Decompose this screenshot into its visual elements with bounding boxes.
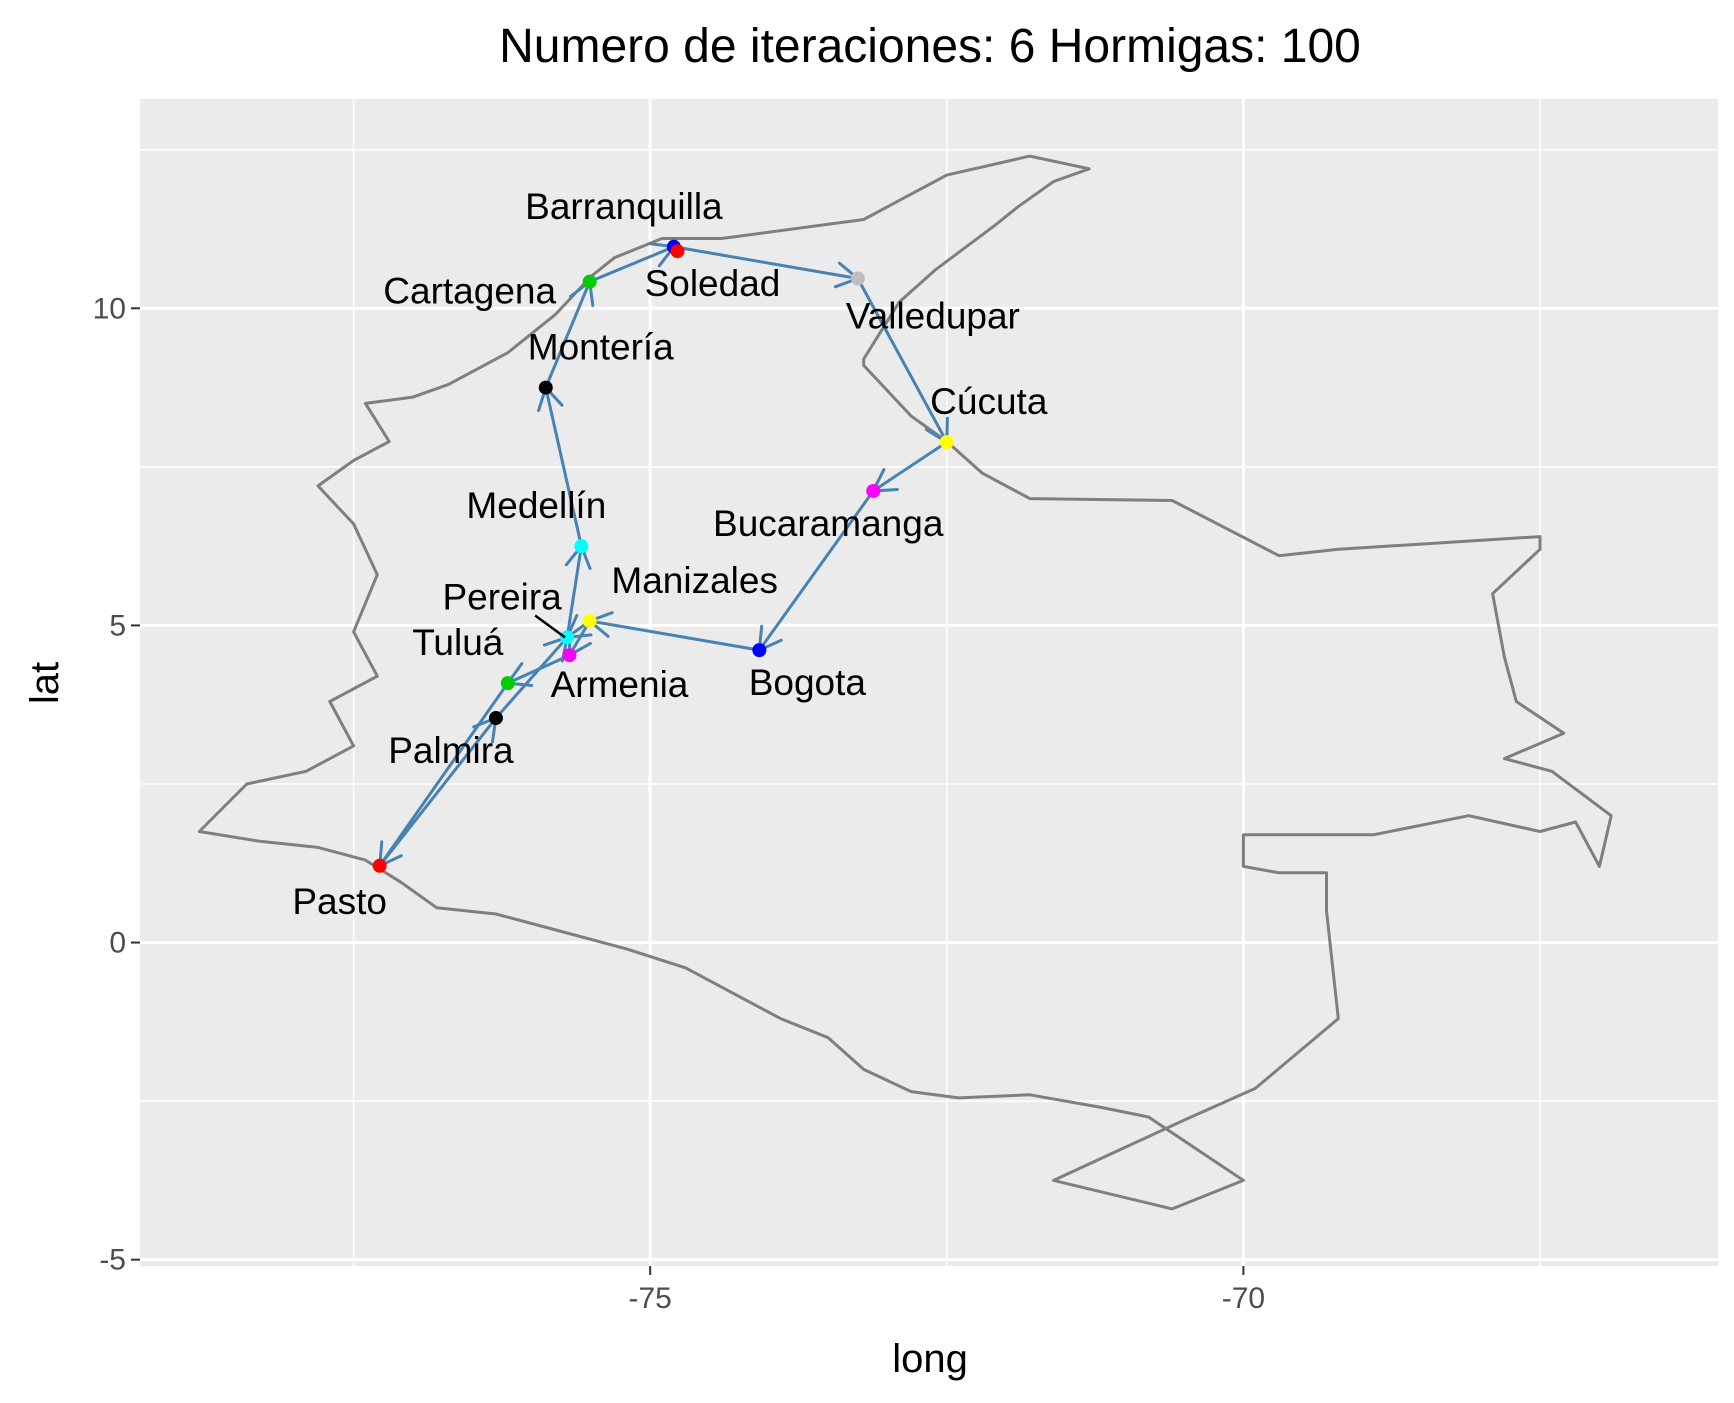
route-segment <box>856 276 949 444</box>
city-label: Bogota <box>749 662 867 703</box>
grid-lines <box>140 99 1718 1266</box>
x-tick-label: -70 <box>1222 1282 1265 1315</box>
axes: -75 -70 -5 0 5 10 <box>93 292 1265 1315</box>
chart-title: Numero de iteraciones: 6 Hormigas: 100 <box>499 20 1361 73</box>
city-label: Tuluá <box>412 622 504 663</box>
city-label: Cúcuta <box>930 381 1048 422</box>
route-segment <box>757 489 875 652</box>
y-tick-label: 5 <box>109 609 126 642</box>
city-label: Armenia <box>551 664 689 705</box>
city-point <box>488 711 503 726</box>
route-segment <box>378 681 510 868</box>
city-point <box>850 271 865 286</box>
city-label: Medellín <box>466 485 606 526</box>
route-segment <box>544 280 592 390</box>
route-segment <box>544 386 583 548</box>
route-segment <box>494 635 569 720</box>
x-axis-title: long <box>892 1337 968 1381</box>
y-axis-title: lat <box>23 662 67 704</box>
route-segment <box>588 619 761 652</box>
city-label: Montería <box>528 327 674 368</box>
route-segment <box>565 544 583 639</box>
city-point <box>500 676 515 691</box>
city-label: Barranquilla <box>525 186 723 227</box>
city-point <box>582 613 597 628</box>
y-tick-label: -5 <box>99 1244 126 1277</box>
city-label: Pasto <box>292 881 387 922</box>
route-segment <box>871 440 949 493</box>
city-points <box>372 239 954 873</box>
city-point <box>560 630 575 645</box>
city-label: Valledupar <box>846 295 1020 336</box>
city-point <box>670 244 685 259</box>
city-point <box>939 435 954 450</box>
city-point <box>372 858 387 873</box>
route-paths <box>377 242 949 869</box>
city-point <box>582 274 597 289</box>
colombia-border-outline <box>197 154 1613 1211</box>
city-label: Palmira <box>388 730 514 771</box>
city-point <box>866 483 881 498</box>
y-tick-label: 0 <box>109 927 126 960</box>
city-point <box>562 648 577 663</box>
route-segment <box>378 716 498 868</box>
city-label: Manizales <box>611 560 778 601</box>
label-leader-line <box>534 614 566 639</box>
route-segment <box>672 245 860 280</box>
city-labels: Barranquilla Soledad Cartagena Valledupar Mo… <box>292 186 1047 922</box>
city-label: Soledad <box>645 263 781 304</box>
city-point <box>752 643 767 658</box>
x-tick-label: -75 <box>629 1282 672 1315</box>
city-point <box>538 380 553 395</box>
city-point <box>574 539 589 554</box>
route-segment <box>588 245 676 284</box>
plot-panel <box>140 99 1718 1266</box>
city-label: Pereira <box>442 576 562 617</box>
city-label: Cartagena <box>383 271 556 312</box>
y-tick-label: 10 <box>93 292 126 325</box>
city-label: Bucaramanga <box>713 503 944 544</box>
